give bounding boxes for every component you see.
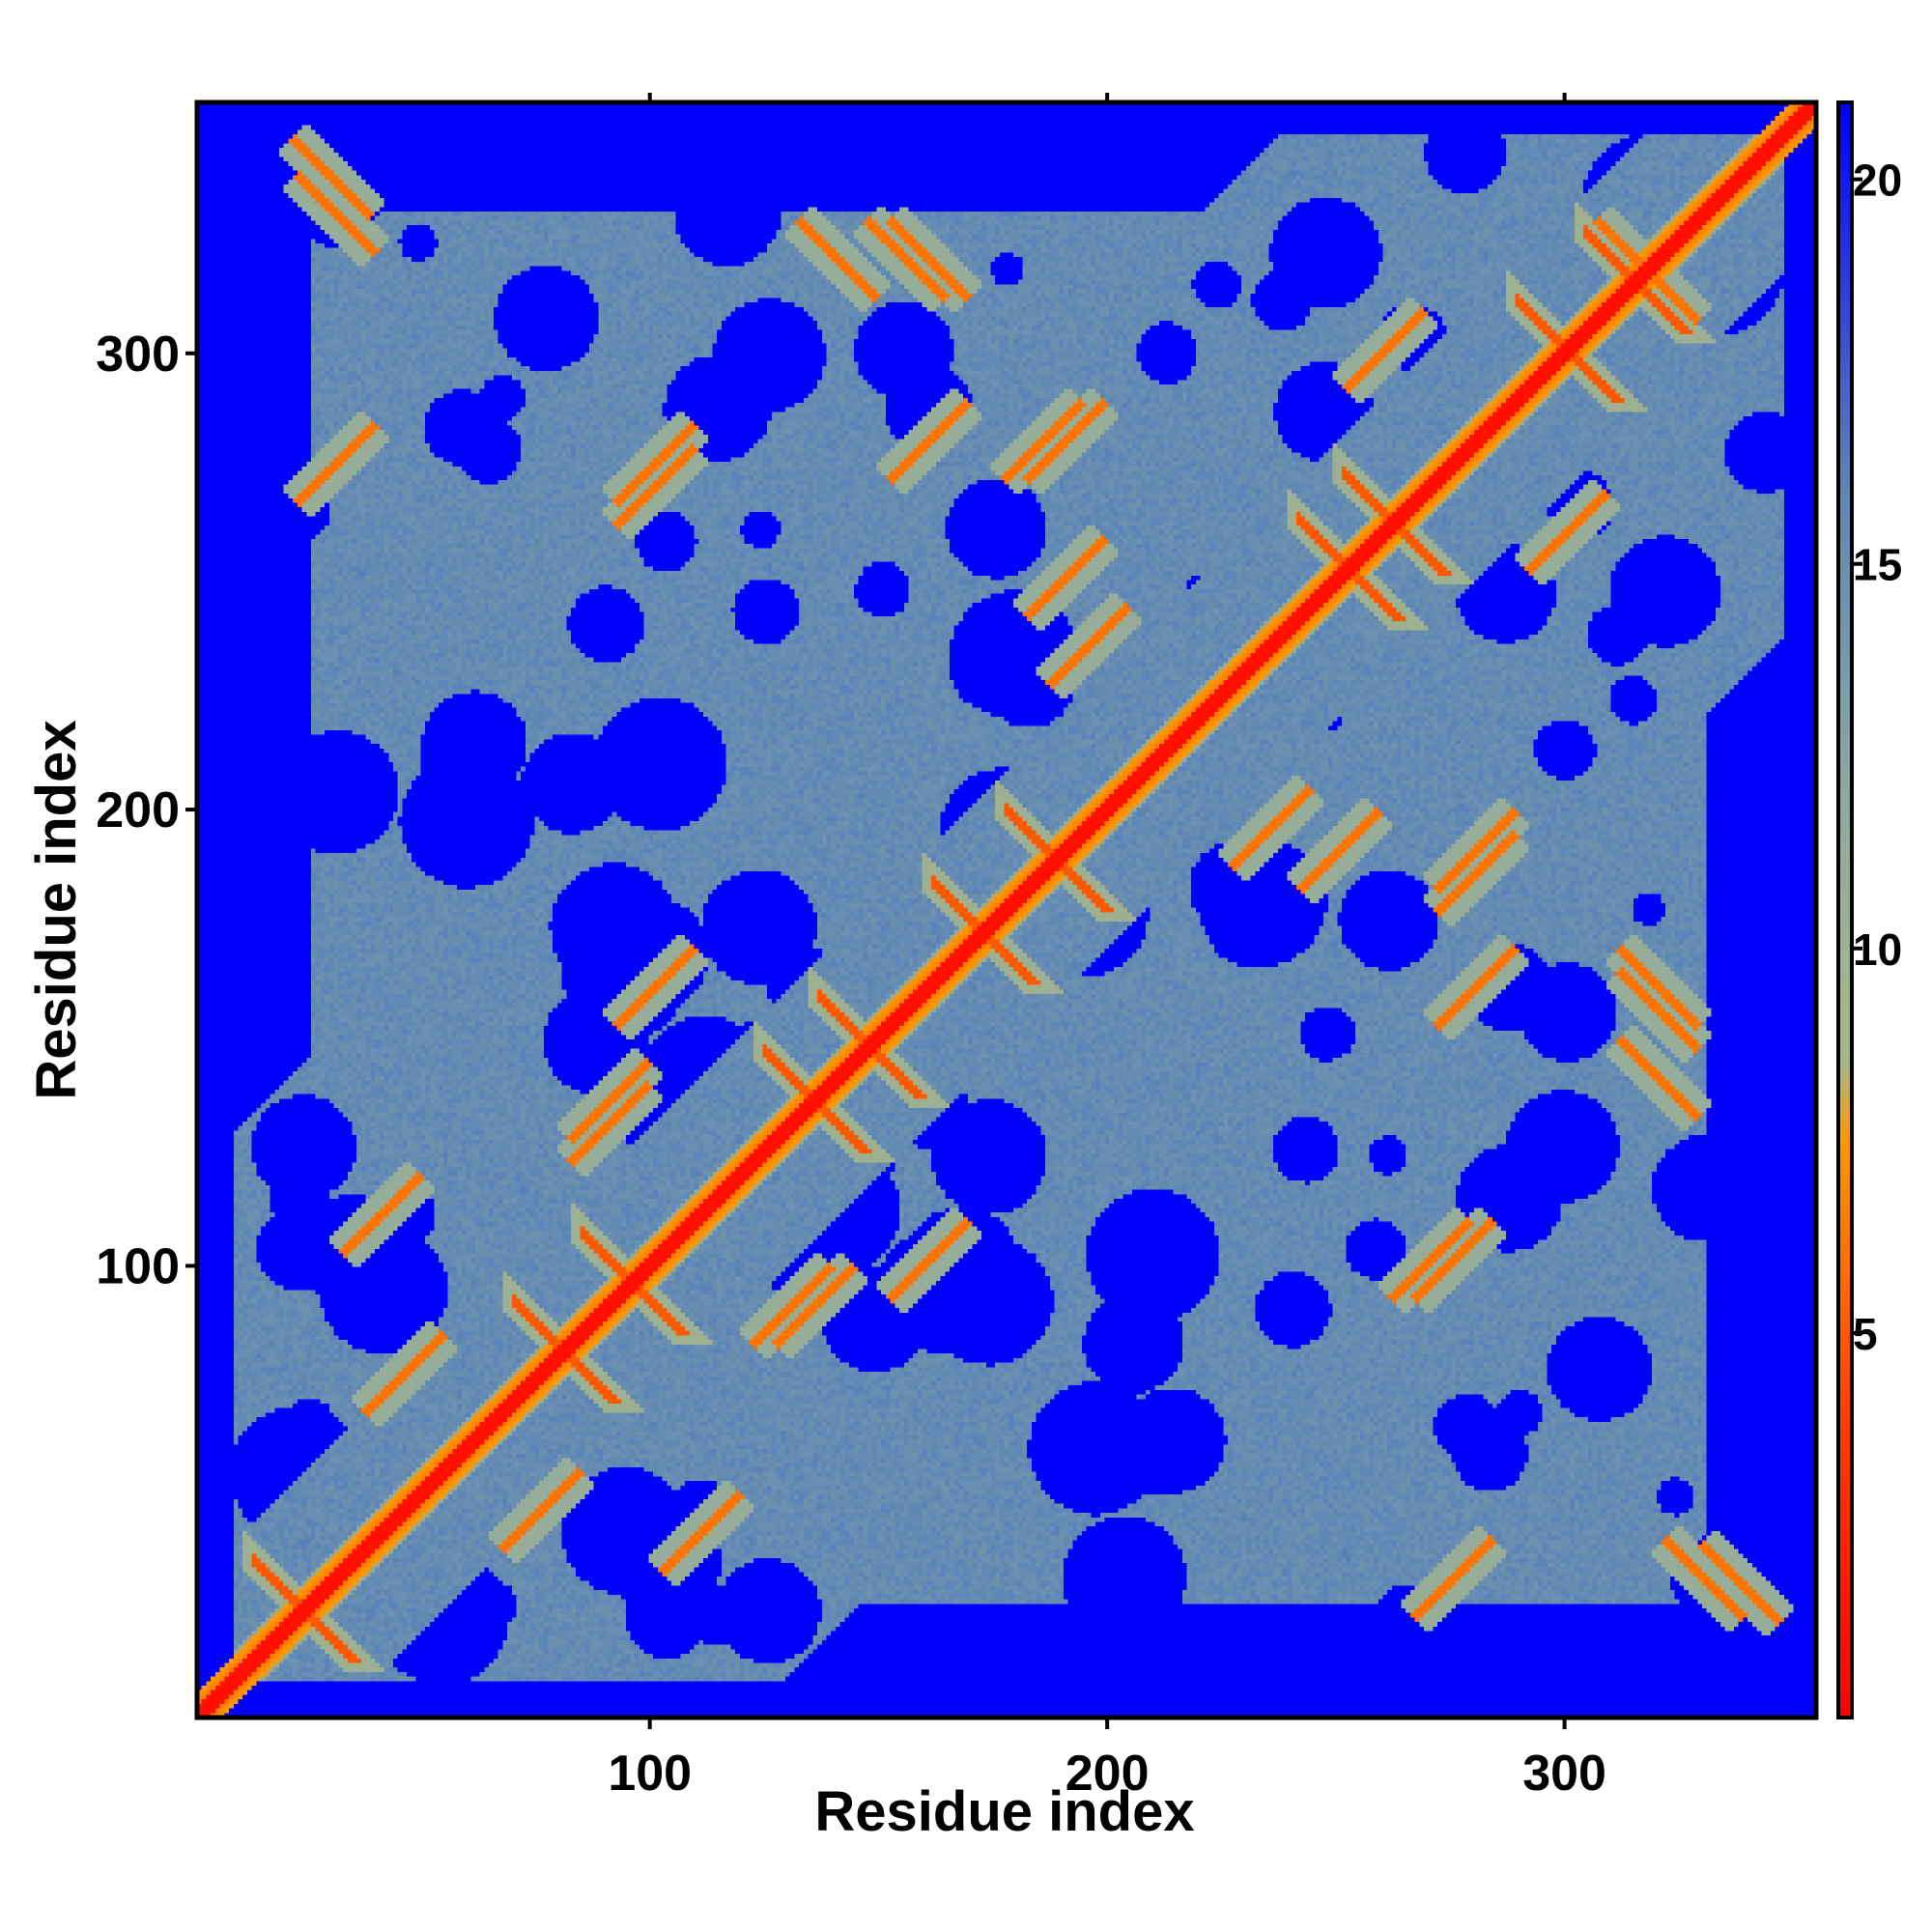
plot-frame — [194, 99, 1819, 1720]
colorbar-gradient — [1838, 102, 1852, 1718]
heatmap-cells — [197, 102, 1816, 1718]
y-tick-label: 300 — [96, 327, 180, 383]
colorbar-tick-label: 5 — [1853, 1309, 1878, 1359]
y-tick-label: 100 — [96, 1238, 180, 1294]
colorbar-ticks: 5 10 15 20 — [1852, 156, 1902, 1359]
y-axis-label: Residue index — [25, 720, 88, 1099]
x-axis-label: Residue index — [814, 1780, 1194, 1843]
colorbar-tick-label: 15 — [1853, 540, 1902, 590]
x-tick-label: 100 — [608, 1746, 692, 1802]
x-tick-label: 300 — [1522, 1746, 1606, 1802]
colorbar-tick-label: 10 — [1853, 924, 1902, 975]
colorbar-tick-label: 20 — [1853, 156, 1902, 206]
y-tick-label: 200 — [96, 782, 180, 838]
x-tick-label: 200 — [1065, 1746, 1150, 1802]
colorbar-frame — [1836, 100, 1854, 1719]
x-axis-ticks: 100 200 300 — [608, 93, 1606, 1802]
y-axis-ticks: 100 200 300 — [96, 327, 197, 1294]
